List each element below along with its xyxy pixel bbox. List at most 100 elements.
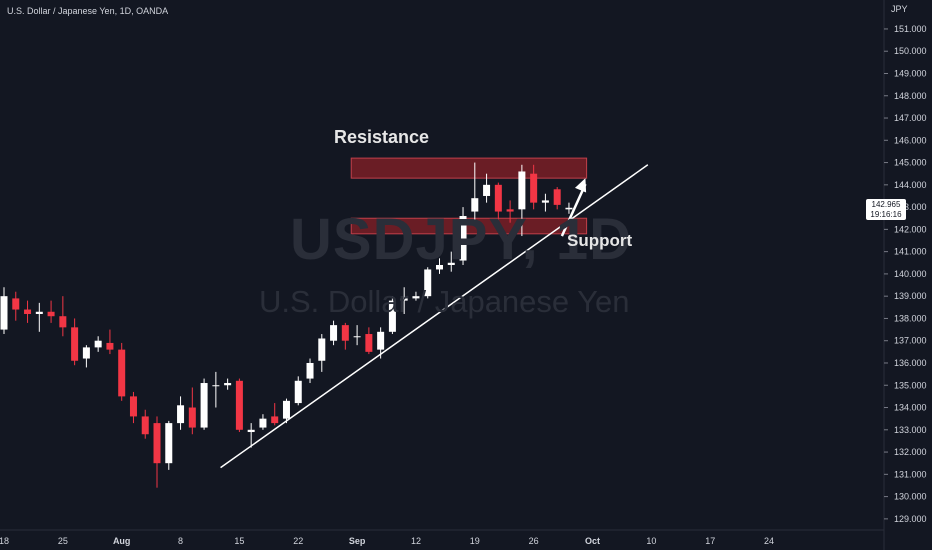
candle-body: [353, 336, 361, 338]
support-label: Support: [567, 231, 633, 250]
candle-body: [341, 325, 349, 341]
x-tick-label: Aug: [113, 536, 131, 546]
last-price-label: 142.965 19:16:16: [866, 199, 906, 220]
candle-body: [282, 400, 290, 419]
x-tick-label: Sep: [349, 536, 366, 546]
candle-body: [0, 296, 8, 330]
y-tick-label: 146.000: [894, 135, 927, 145]
candle-body: [294, 380, 302, 404]
y-tick-label: 141.000: [894, 247, 927, 257]
y-tick-label: 133.000: [894, 425, 927, 435]
candle-body: [435, 265, 443, 270]
candle-body: [188, 407, 196, 428]
candle-body: [118, 349, 126, 397]
bar-countdown: 19:16:16: [870, 210, 902, 219]
resistance-label: Resistance: [334, 127, 430, 147]
candle-body: [483, 184, 491, 196]
candle-body: [224, 383, 232, 386]
candle-body: [235, 380, 243, 430]
x-tick-label: Oct: [585, 536, 600, 546]
candle-body: [165, 423, 173, 464]
candle-body: [541, 200, 549, 203]
y-tick-label: 150.000: [894, 46, 927, 56]
candle-body: [412, 296, 420, 299]
candle-body: [506, 209, 514, 212]
x-tick-label: 15: [234, 536, 244, 546]
candle-body: [459, 216, 467, 261]
candle-body: [259, 418, 267, 428]
chart-header-symbol: U.S. Dollar / Japanese Yen, 1D, OANDA: [7, 6, 169, 16]
candle-body: [271, 416, 279, 424]
candle-body: [530, 173, 538, 203]
candle-body: [471, 198, 479, 212]
y-tick-label: 138.000: [894, 313, 927, 323]
price-axis-currency: JPY: [891, 4, 908, 14]
candle-body: [388, 300, 396, 332]
x-tick-label: 22: [293, 536, 303, 546]
candle-body: [565, 207, 573, 210]
x-tick-label: 17: [705, 536, 715, 546]
y-tick-label: 135.000: [894, 380, 927, 390]
watermark-symbol: USDJPY, 1D: [290, 207, 633, 272]
arrow-head: [574, 178, 587, 193]
x-tick-label: 18: [0, 536, 9, 546]
candle-body: [153, 423, 161, 464]
candle-body: [141, 416, 149, 435]
candle-body: [518, 171, 526, 210]
x-tick-label: 24: [764, 536, 774, 546]
y-tick-label: 151.000: [894, 24, 927, 34]
resistance-zone: [350, 157, 588, 179]
support-zone: [350, 217, 588, 235]
candle-body: [365, 334, 373, 352]
y-tick-label: 132.000: [894, 447, 927, 457]
candle-body: [400, 298, 408, 301]
y-tick-label: 137.000: [894, 336, 927, 346]
candle-body: [24, 309, 32, 314]
y-tick-label: 139.000: [894, 291, 927, 301]
y-tick-label: 143.000: [894, 202, 927, 212]
candle-body: [212, 385, 220, 387]
candle-body: [59, 316, 67, 328]
y-tick-label: 145.000: [894, 158, 927, 168]
arrow-shaft: [560, 183, 587, 237]
y-tick-label: 148.000: [894, 91, 927, 101]
watermark-name: U.S. Dollar / Japanese Yen: [259, 284, 630, 319]
candle-body: [494, 184, 502, 212]
candle-body: [318, 338, 326, 361]
y-tick-label: 131.000: [894, 469, 927, 479]
candle-body: [129, 396, 137, 417]
candle-body: [12, 298, 20, 310]
candle-body: [447, 262, 455, 265]
candle-body: [71, 327, 79, 361]
candle-body: [47, 311, 55, 317]
y-tick-label: 147.000: [894, 113, 927, 123]
x-tick-label: 12: [411, 536, 421, 546]
candle-body: [247, 429, 255, 433]
y-tick-label: 129.000: [894, 514, 927, 524]
y-tick-label: 142.000: [894, 224, 927, 234]
candle-body: [330, 325, 338, 341]
y-tick-label: 130.000: [894, 492, 927, 502]
x-tick-label: 8: [178, 536, 183, 546]
candle-body: [82, 347, 90, 359]
y-tick-label: 134.000: [894, 403, 927, 413]
candle-body: [424, 269, 432, 297]
y-tick-label: 144.000: [894, 180, 927, 190]
last-price-value: 142.965: [871, 200, 901, 209]
candle-body: [106, 342, 114, 350]
candle-body: [94, 340, 102, 348]
candle-body: [553, 189, 561, 205]
y-tick-label: 149.000: [894, 68, 927, 78]
price-axis: [884, 0, 932, 550]
x-tick-label: 10: [646, 536, 656, 546]
candle-body: [200, 383, 208, 428]
support-trendline: [220, 164, 649, 469]
candle-body: [177, 405, 185, 424]
x-tick-label: 25: [58, 536, 68, 546]
candle-body: [306, 362, 314, 379]
candle-body: [377, 331, 385, 350]
x-tick-label: 19: [470, 536, 480, 546]
y-tick-label: 140.000: [894, 269, 927, 279]
x-tick-label: 26: [529, 536, 539, 546]
